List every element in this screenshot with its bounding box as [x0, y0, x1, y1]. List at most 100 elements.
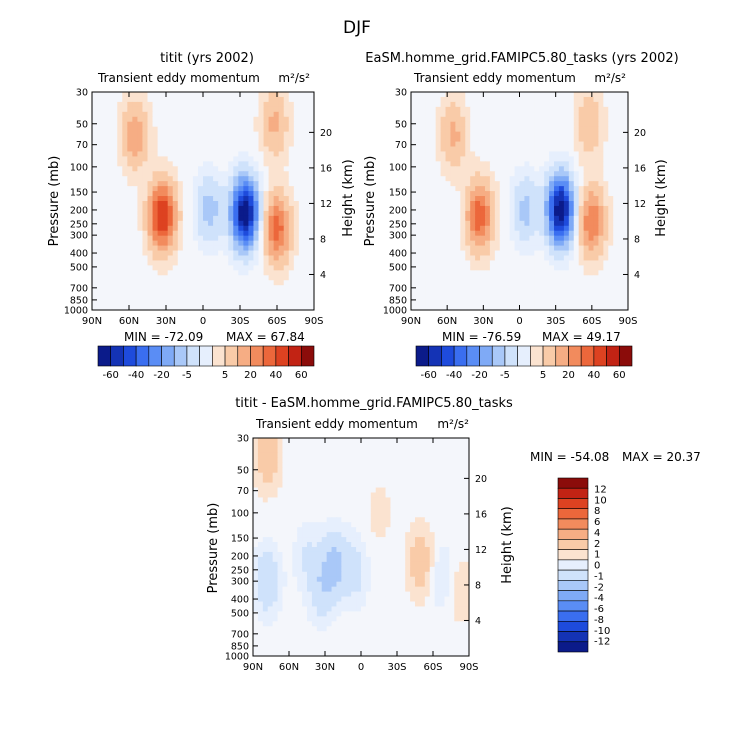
field-cell [223, 235, 229, 242]
field-cell [307, 537, 313, 543]
field-cell [539, 131, 545, 138]
field-cell [298, 186, 305, 192]
field-cell [127, 270, 133, 276]
field-cell [365, 447, 372, 454]
field-cell [293, 181, 300, 187]
field-cell [480, 176, 486, 182]
field-cell [97, 156, 103, 162]
y-tick-label: 400 [389, 249, 407, 260]
field-cell [499, 196, 506, 202]
field-cell [248, 215, 255, 222]
field-cell [117, 161, 123, 167]
field-cell [464, 442, 469, 449]
field-cell [213, 275, 219, 281]
field-cell [435, 305, 442, 310]
field-cell [267, 522, 274, 528]
field-cell [293, 300, 300, 306]
colorbar-swatch [415, 345, 430, 367]
field-cell [465, 191, 471, 197]
field-cell [524, 220, 530, 227]
field-cell [253, 191, 260, 197]
field-cell [288, 235, 295, 242]
colorbar-label: 40 [270, 370, 283, 381]
field-cell [137, 275, 144, 281]
panel-1-ylabel: Pressure (mb) [47, 156, 62, 247]
field-cell [277, 527, 284, 533]
field-cell [303, 181, 310, 187]
field-cell [544, 166, 550, 172]
field-cell [529, 176, 535, 182]
field-cell [182, 265, 189, 271]
field-cell [142, 101, 149, 108]
field-cell [228, 176, 234, 182]
field-cell [238, 186, 244, 192]
field-cell [341, 492, 347, 499]
field-cell [238, 126, 244, 133]
field-cell [504, 186, 511, 192]
field-cell [430, 92, 437, 98]
field-cell [445, 295, 452, 301]
field-cell [233, 201, 239, 207]
field-cell [608, 275, 614, 281]
field-cell [127, 285, 133, 291]
field-cell [440, 196, 447, 202]
field-cell [172, 96, 179, 103]
field-cell [277, 517, 284, 523]
field-cell [539, 265, 545, 271]
field-cell [420, 235, 427, 242]
field-cell [302, 447, 308, 454]
field-cell [287, 527, 293, 533]
field-cell [297, 477, 303, 484]
field-cell [395, 477, 401, 484]
colorbar-swatch [428, 345, 442, 367]
field-cell [539, 136, 545, 143]
field-cell [588, 161, 595, 167]
field-cell [321, 467, 328, 474]
field-cell [583, 96, 590, 103]
field-cell [380, 457, 387, 464]
field-cell [568, 235, 575, 242]
field-cell [361, 487, 367, 494]
field-cell [568, 250, 575, 257]
field-cell [450, 290, 456, 296]
field-cell [187, 146, 194, 153]
field-cell [385, 532, 392, 538]
field-cell [593, 260, 600, 266]
field-cell [598, 250, 604, 257]
field-cell [326, 447, 333, 454]
field-cell [107, 111, 113, 118]
panel-1-units: m²/s² [278, 71, 310, 85]
field-cell [425, 191, 432, 197]
field-cell [157, 181, 164, 187]
field-cell [583, 131, 590, 138]
field-cell [182, 205, 189, 212]
field-cell [598, 111, 604, 118]
y-tick-label: 1000 [64, 306, 88, 317]
field-cell [321, 477, 328, 484]
field-cell [122, 280, 128, 286]
field-cell [117, 295, 123, 301]
field-cell [420, 101, 427, 108]
field-cell [282, 537, 288, 543]
field-cell [167, 235, 174, 242]
field-cell [152, 275, 159, 281]
field-cell [351, 527, 357, 533]
field-cell [258, 92, 265, 98]
field-cell [132, 275, 139, 281]
field-cell [588, 92, 595, 98]
field-cell [142, 171, 149, 177]
field-cell [298, 290, 305, 296]
field-cell [192, 300, 199, 306]
field-cell [484, 96, 491, 103]
field-cell [283, 280, 290, 286]
field-cell [424, 502, 431, 508]
field-cell [603, 225, 609, 232]
field-cell [117, 111, 123, 118]
field-cell [288, 111, 295, 118]
field-cell [440, 156, 447, 162]
field-cell [524, 126, 530, 133]
field-cell [415, 156, 422, 162]
field-cell [307, 487, 313, 494]
field-cell [598, 121, 604, 128]
field-cell [494, 275, 501, 281]
